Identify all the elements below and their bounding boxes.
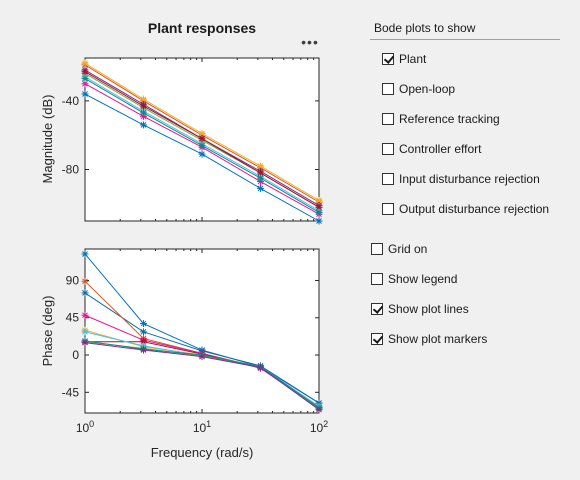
checkbox-show-legend[interactable]: Show legend (371, 272, 457, 286)
phase-point-marker (198, 353, 206, 361)
magnitude-point-marker (256, 184, 264, 192)
checkbox-label: Input disturbance rejection (399, 172, 540, 186)
checkbox-grid-on[interactable]: Grid on (371, 242, 427, 256)
magnitude-point-marker (315, 217, 323, 225)
phase-point-marker (139, 346, 147, 354)
magnitude-point-marker (81, 59, 89, 67)
phase-axes: Phase (deg) 90 45 0 -45 (40, 248, 323, 414)
bode-figure: Plant responses Magnitude (dB) -40 -80 Ph… (40, 20, 328, 460)
phase-point-marker (81, 339, 89, 347)
checkbox-box[interactable] (371, 273, 383, 285)
checkbox-box[interactable] (382, 173, 394, 185)
phase-yticks: 90 45 0 -45 (62, 249, 320, 413)
magnitude-yticks: -40 -80 (62, 58, 320, 221)
magnitude-series-2 (81, 59, 323, 204)
frequency-xtick-label: 102 (310, 419, 328, 435)
checkbox-label: Show legend (388, 272, 458, 286)
checkbox-show-plot-lines[interactable]: Show plot lines (371, 302, 469, 316)
phase-series (81, 250, 323, 414)
phase-ytick-label: 0 (72, 348, 79, 362)
ellipsis-icon[interactable]: ••• (301, 34, 319, 50)
magnitude-series-0 (81, 90, 323, 225)
checkbox-box[interactable] (382, 143, 394, 155)
checkbox-box[interactable] (371, 243, 383, 255)
checkbox-box[interactable] (382, 113, 394, 125)
magnitude-point-marker (81, 75, 89, 83)
checkbox-label: Show plot markers (388, 332, 488, 346)
phase-point-marker (81, 311, 89, 319)
magnitude-ytick-label: -80 (62, 163, 80, 177)
phase-point-marker (81, 277, 89, 285)
magnitude-point-marker (139, 121, 147, 129)
figure-title: Plant responses (148, 20, 256, 36)
magnitude-ytick-label: -40 (62, 94, 80, 108)
frequency-xticks: 100 101 102 (76, 419, 328, 435)
phase-ytick-label: -45 (62, 385, 80, 399)
checkbox-box[interactable] (371, 333, 383, 345)
checkbox-label: Grid on (388, 242, 428, 256)
magnitude-point-marker (198, 150, 206, 158)
checkbox-open-loop[interactable]: Open-loop (382, 82, 455, 96)
checkbox-output-disturbance-rejection[interactable]: Output disturbance rejection (382, 202, 549, 216)
checkbox-reference-tracking[interactable]: Reference tracking (382, 112, 500, 126)
magnitude-point-marker (315, 208, 323, 216)
checkbox-label: Open-loop (399, 82, 456, 96)
magnitude-point-marker (139, 109, 147, 117)
bode-group-title: Bode plots to show (370, 18, 560, 40)
frequency-xtick-label: 101 (193, 419, 211, 435)
magnitude-series (81, 59, 323, 225)
checkbox-label: Show plot lines (388, 302, 469, 316)
frequency-xtick-label: 100 (76, 419, 94, 435)
checkbox-box[interactable] (382, 83, 394, 95)
bode-options-panel: Bode plots to show (370, 18, 560, 40)
magnitude-ylabel: Magnitude (dB) (40, 95, 55, 184)
checkbox-box[interactable] (371, 303, 383, 315)
phase-point-marker (256, 363, 264, 371)
magnitude-point-marker (256, 174, 264, 182)
magnitude-point-marker (81, 68, 89, 76)
checkbox-controller-effort[interactable]: Controller effort (382, 142, 481, 156)
phase-point-marker (81, 289, 89, 297)
magnitude-point-marker (139, 102, 147, 110)
phase-point-marker (315, 406, 323, 414)
phase-point-marker (139, 320, 147, 328)
phase-ylabel: Phase (deg) (40, 296, 55, 367)
checkbox-plant[interactable]: Plant (382, 52, 426, 66)
checkbox-show-plot-markers[interactable]: Show plot markers (371, 332, 487, 346)
checkbox-box[interactable] (382, 203, 394, 215)
checkbox-input-disturbance-rejection[interactable]: Input disturbance rejection (382, 172, 540, 186)
checkbox-label: Controller effort (399, 142, 482, 156)
magnitude-point-marker (198, 142, 206, 150)
phase-series-9 (81, 339, 323, 414)
magnitude-point-marker (315, 196, 323, 204)
phase-ytick-label: 45 (66, 311, 80, 325)
magnitude-point-marker (198, 135, 206, 143)
phase-ytick-label: 90 (66, 273, 80, 287)
checkbox-box[interactable] (382, 53, 394, 65)
magnitude-point-marker (198, 129, 206, 137)
phase-point-marker (139, 328, 147, 336)
checkbox-label: Reference tracking (399, 112, 500, 126)
magnitude-point-marker (81, 90, 89, 98)
frequency-xlabel: Frequency (rad/s) (151, 445, 254, 460)
magnitude-series-6 (81, 68, 323, 211)
phase-point-marker (81, 328, 89, 336)
magnitude-axes: Magnitude (dB) -40 -80 (40, 57, 323, 225)
phase-point-marker (81, 250, 89, 258)
magnitude-series-8 (81, 75, 323, 216)
checkbox-label: Plant (399, 52, 427, 66)
checkbox-label: Output disturbance rejection (399, 202, 550, 216)
